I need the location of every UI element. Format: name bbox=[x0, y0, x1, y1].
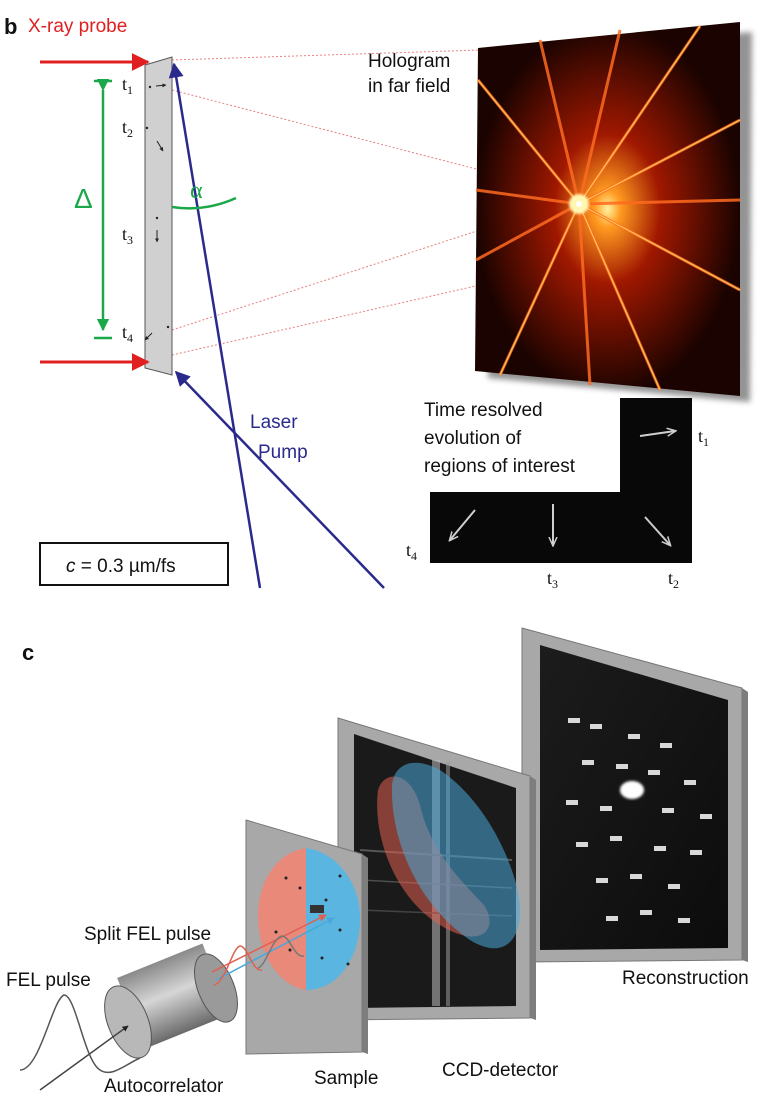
autocorrelator-label: Autocorrelator bbox=[104, 1076, 224, 1097]
fel-pulse-curve bbox=[19, 994, 141, 1074]
laser-label-line2: Pump bbox=[258, 442, 308, 463]
projection-line-bottom bbox=[171, 284, 481, 356]
time-resolved-line2: evolution of bbox=[424, 428, 522, 449]
red-beam bbox=[211, 914, 327, 973]
roi-t4-label: t4 bbox=[406, 540, 417, 563]
fel-pulse-label: FEL pulse bbox=[6, 970, 91, 991]
hologram-label-line1: Hologram bbox=[368, 51, 450, 72]
hologram-image bbox=[475, 22, 752, 402]
laser-arrow-upper bbox=[168, 62, 262, 589]
speed-label: c = 0.3 µm/fs bbox=[66, 556, 176, 577]
slab-t1-label: t1 bbox=[122, 74, 133, 97]
sample-red-half bbox=[258, 848, 306, 990]
reconstruction-spots bbox=[566, 718, 712, 923]
reconstruction-label: Reconstruction bbox=[622, 968, 749, 989]
roi-t2-label: t2 bbox=[668, 568, 679, 591]
speed-box bbox=[39, 542, 229, 586]
sample-plate bbox=[245, 819, 368, 1055]
laser-label-line1: Laser bbox=[250, 412, 298, 433]
sample-features bbox=[144, 83, 170, 341]
panel-b-label: b bbox=[4, 14, 17, 39]
roi-t1-label: t1 bbox=[698, 426, 709, 449]
projection-line-mid1 bbox=[171, 89, 481, 171]
ccd-detector-plate bbox=[337, 717, 536, 1021]
slab-t4-label: t4 bbox=[122, 322, 133, 345]
incoming-beam bbox=[39, 1025, 129, 1091]
alpha-symbol: α bbox=[190, 178, 203, 204]
blue-beam bbox=[215, 917, 335, 981]
time-resolved-line1: Time resolved bbox=[424, 400, 543, 421]
ccd-detector-label: CCD-detector bbox=[442, 1060, 559, 1081]
slab-t3-label: t3 bbox=[122, 224, 133, 247]
panel-b: b X-ray probe t1 t2 t3 t4 Δ bbox=[4, 14, 752, 591]
reconstruction-plate bbox=[521, 627, 748, 963]
ccd-blue-beam-spot bbox=[391, 762, 520, 949]
projection-line-top bbox=[171, 49, 481, 61]
roi-t3-label: t3 bbox=[547, 568, 558, 591]
panel-c-label: c bbox=[22, 640, 34, 665]
sample-slab bbox=[144, 56, 173, 376]
sample-label: Sample bbox=[314, 1068, 378, 1089]
laser-arrow-lower bbox=[174, 370, 385, 589]
projection-line-mid2 bbox=[171, 229, 481, 331]
xray-probe-label: X-ray probe bbox=[28, 16, 127, 37]
alpha-arc bbox=[171, 196, 237, 210]
hologram-label-line2: in far field bbox=[368, 76, 450, 97]
autocorrelator-cylinder bbox=[104, 943, 238, 1059]
split-pulse-gray-curve bbox=[257, 935, 305, 969]
split-pulse-red-curve bbox=[213, 945, 263, 986]
panel-c: c bbox=[0, 600, 780, 1101]
roi-arrows bbox=[450, 431, 675, 545]
reconstruction-center-blob bbox=[620, 781, 644, 799]
delta-symbol: Δ bbox=[74, 183, 93, 214]
sample-dots bbox=[274, 874, 350, 966]
time-resolved-line3: regions of interest bbox=[424, 456, 576, 477]
split-fel-pulse-label: Split FEL pulse bbox=[84, 924, 211, 945]
slab-t2-label: t2 bbox=[122, 117, 133, 140]
time-resolved-box bbox=[430, 398, 692, 563]
sample-center-marker bbox=[310, 905, 324, 913]
